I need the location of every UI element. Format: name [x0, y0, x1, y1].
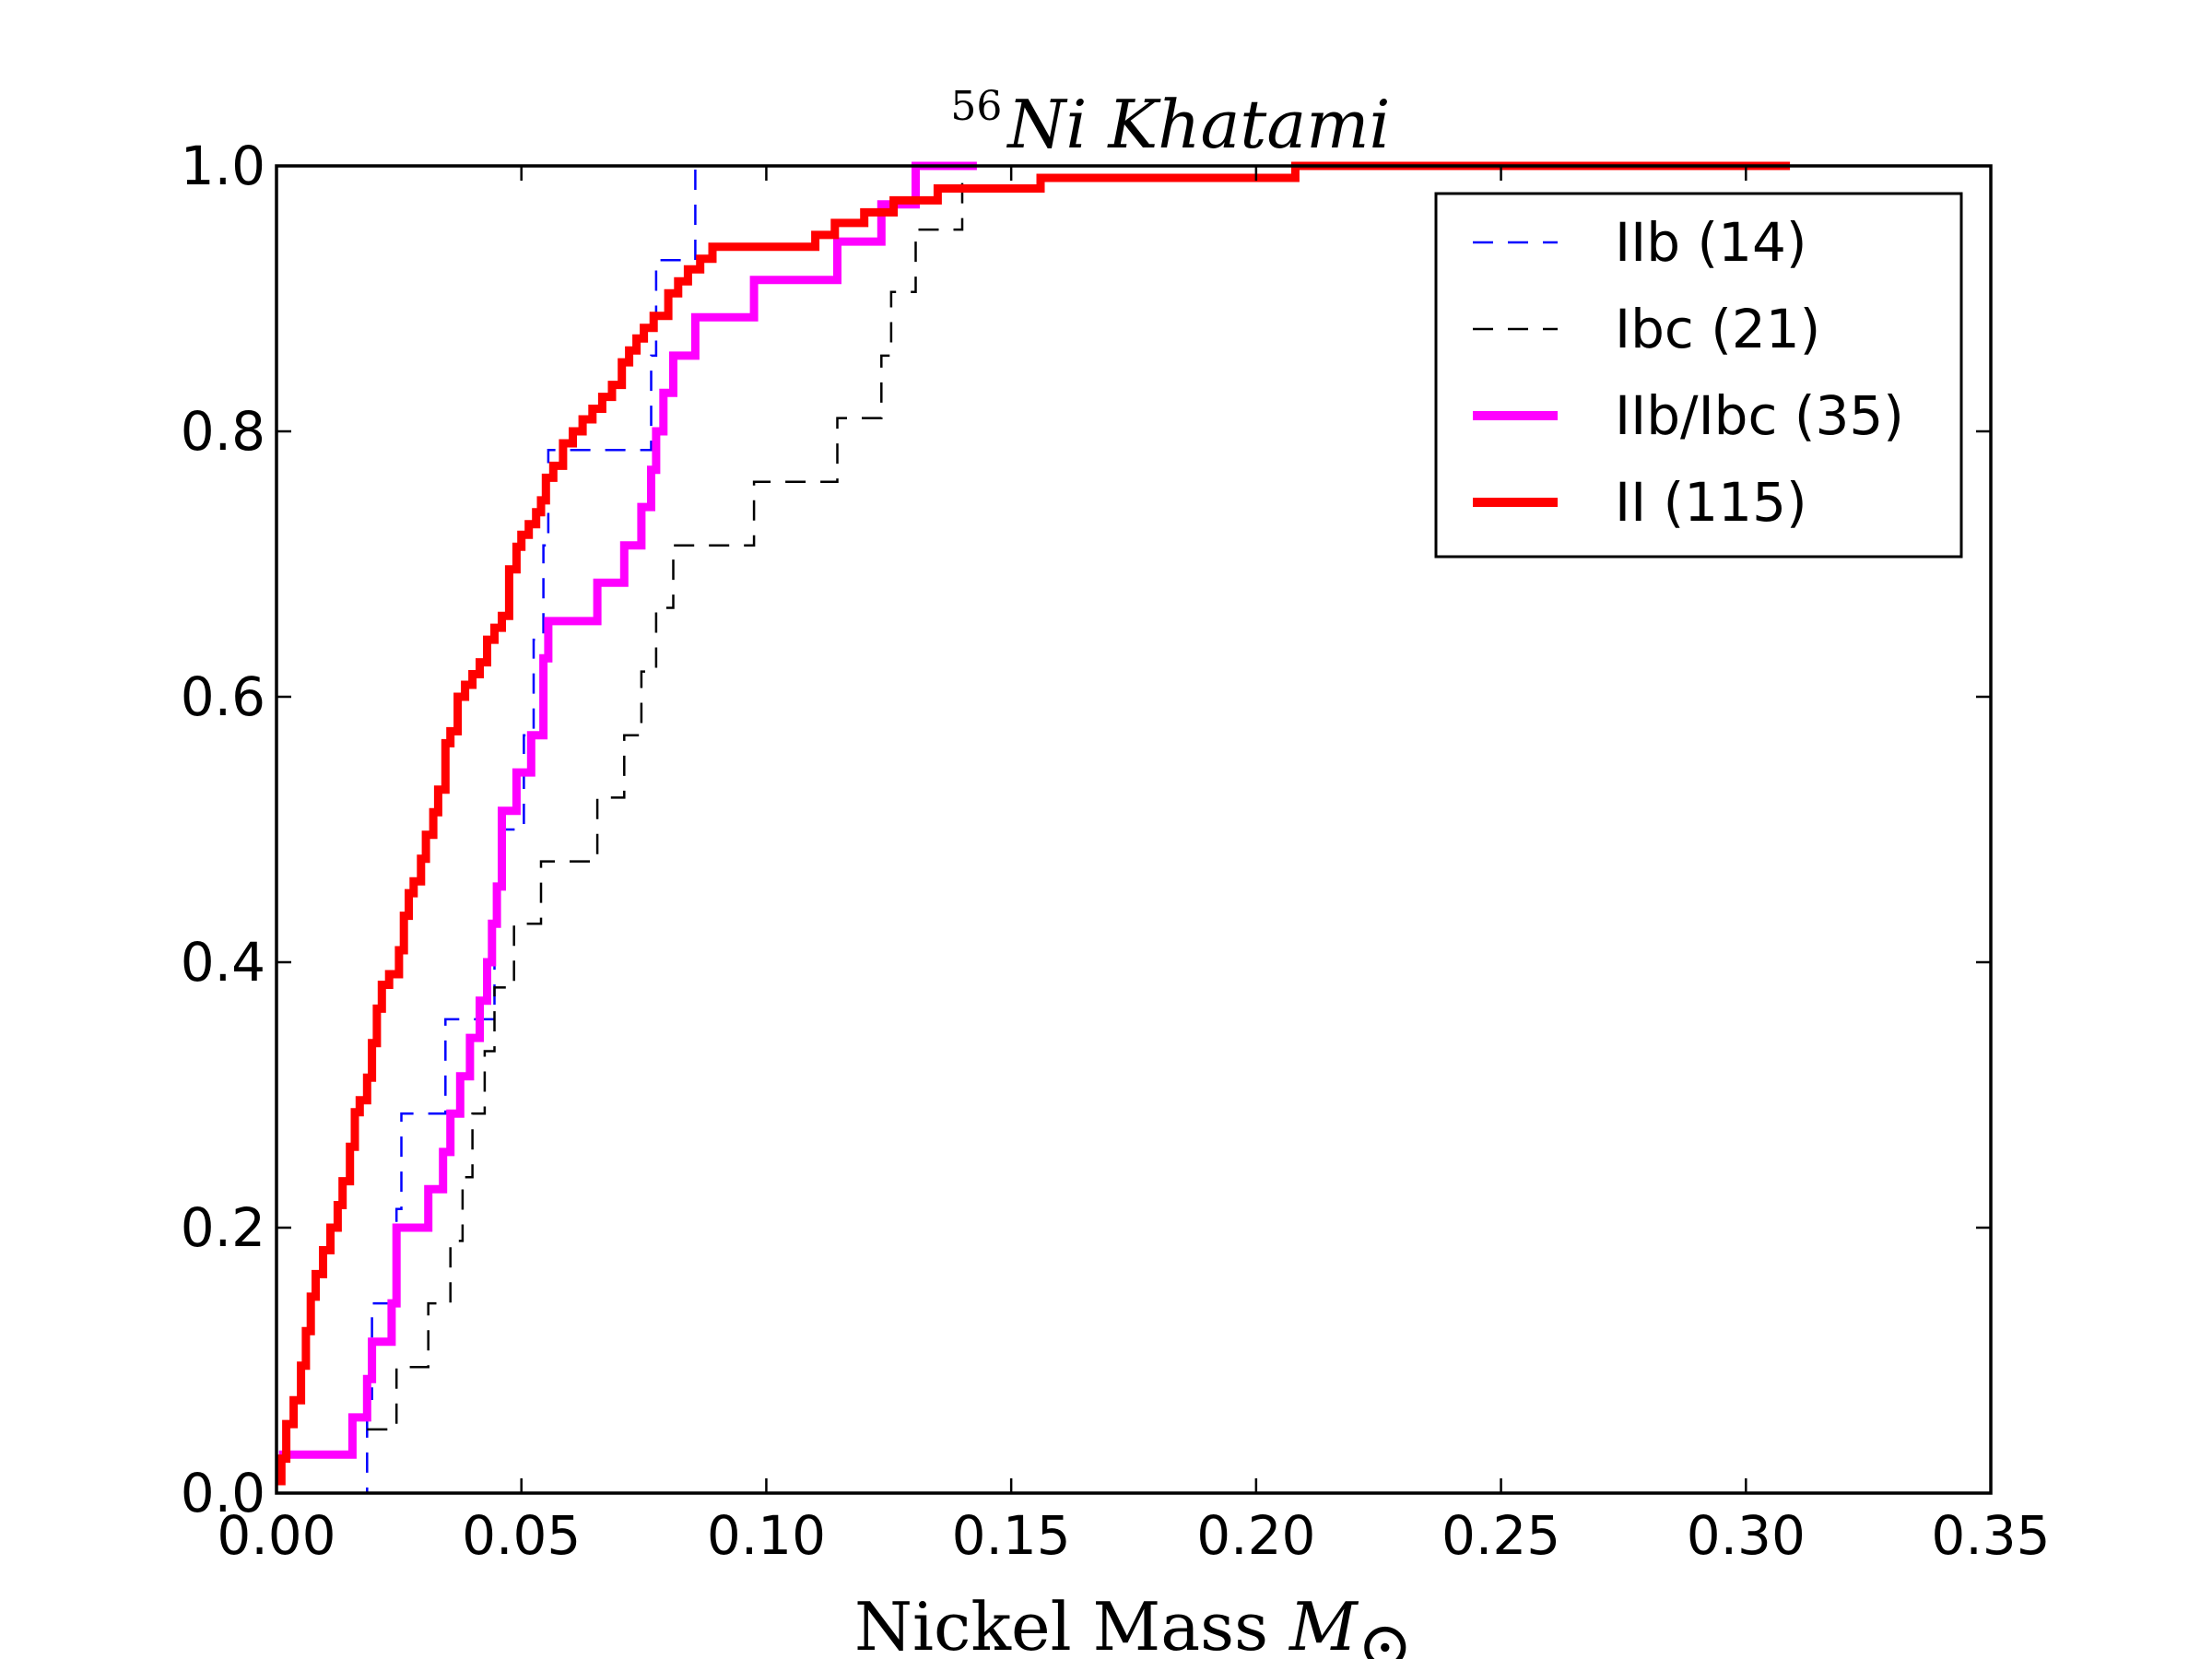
legend-frame	[1434, 192, 1963, 559]
y-tick-label: 0.4	[181, 931, 265, 994]
x-tick-label: 0.05	[462, 1504, 581, 1567]
legend-label-iib: IIb (14)	[1615, 211, 1807, 274]
x-axis-label-text: Nickel Mass	[854, 1588, 1289, 1659]
y-tick-label: 0.6	[181, 665, 265, 728]
y-tick-label: 0.2	[181, 1196, 265, 1259]
y-tick-label: 0.8	[181, 400, 265, 463]
chart-title: 56Ni Khatami	[950, 83, 1390, 163]
legend-label-ibc: Ibc (21)	[1615, 298, 1820, 360]
x-axis-label-math: M	[1288, 1588, 1359, 1659]
series-layer	[276, 161, 1791, 1495]
title-text: Ni Khatami	[1006, 86, 1390, 163]
x-axis-label: Nickel Mass M⊙	[854, 1588, 1413, 1659]
x-tick-label: 0.00	[217, 1504, 335, 1567]
axis-ticks: 0.00 0.05 0.10 0.15 0.20 0.25 0.30 0.35 0.0 0.2 0.…	[181, 135, 2051, 1567]
y-tick-label: 0.0	[181, 1462, 265, 1524]
series-line-ii-115	[276, 161, 1791, 1486]
x-tick-label: 0.25	[1441, 1504, 1560, 1567]
legend: IIb (14) Ibc (21) IIb/Ibc (35) II (115)	[1434, 192, 1963, 559]
title-superscript: 56	[950, 83, 1002, 130]
x-axis-label-subscript: ⊙	[1358, 1606, 1413, 1659]
x-tick-label: 0.20	[1196, 1504, 1315, 1567]
x-tick-label: 0.15	[952, 1504, 1071, 1567]
series-line-ibc-21	[367, 166, 964, 1431]
x-tick-label: 0.30	[1687, 1504, 1806, 1567]
legend-label-iib-ibc: IIb/Ibc (35)	[1615, 384, 1904, 447]
series-line-iib-ibc-35	[278, 161, 977, 1459]
plot-frame	[275, 164, 1993, 1495]
x-tick-label: 0.35	[1931, 1504, 2050, 1567]
x-tick-label: 0.10	[707, 1504, 826, 1567]
y-tick-label: 1.0	[181, 135, 265, 197]
legend-label-ii: II (115)	[1615, 471, 1807, 534]
